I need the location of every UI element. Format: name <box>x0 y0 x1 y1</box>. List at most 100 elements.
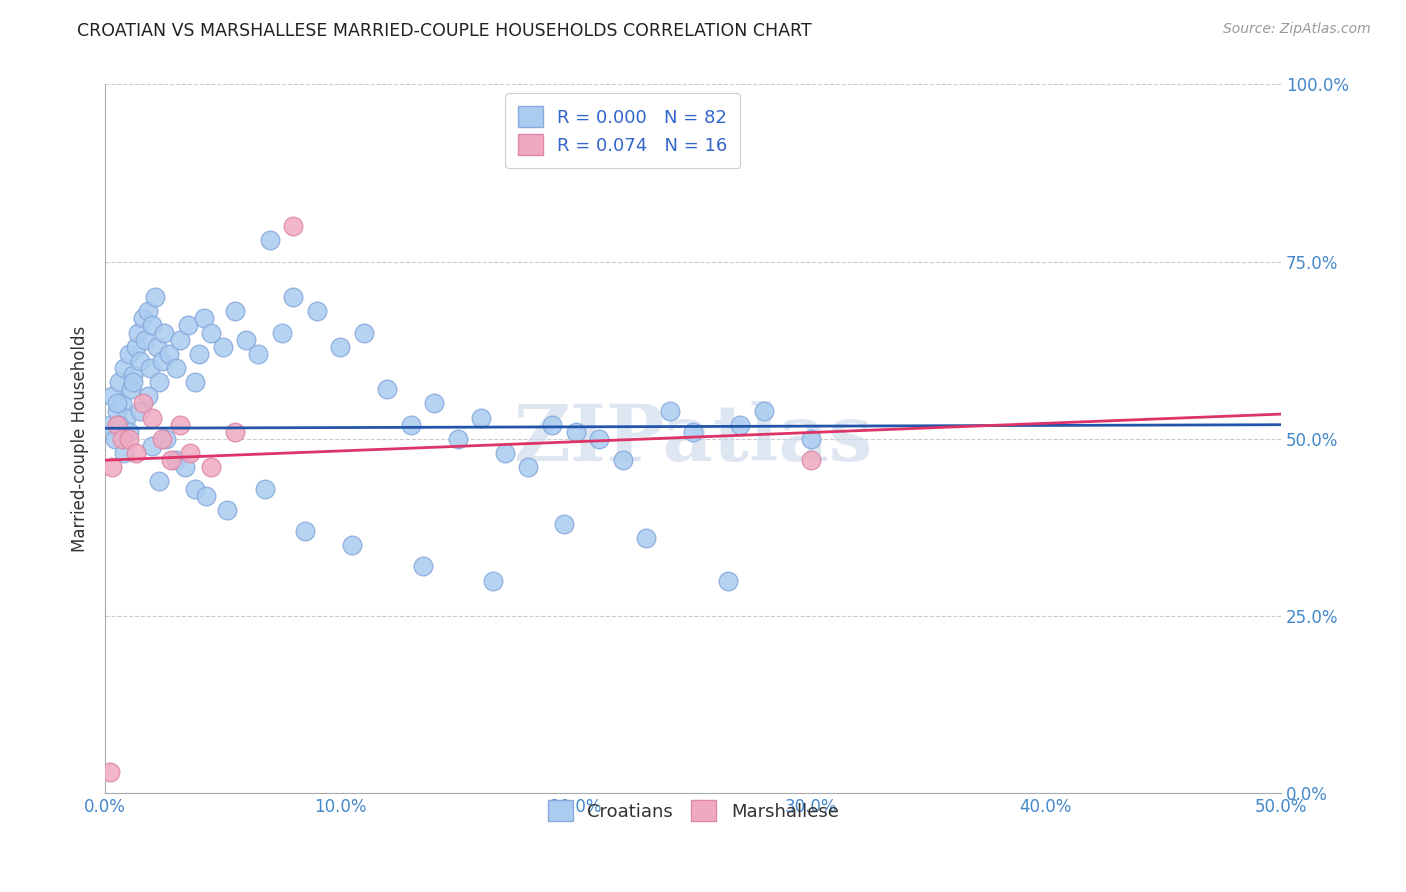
Point <box>101 460 124 475</box>
Point <box>118 432 141 446</box>
Point <box>141 439 163 453</box>
Point <box>412 559 434 574</box>
Point <box>112 446 135 460</box>
Point <box>224 304 246 318</box>
Point <box>157 347 180 361</box>
Point <box>141 410 163 425</box>
Point <box>165 361 187 376</box>
Point <box>105 417 128 432</box>
Point <box>132 396 155 410</box>
Point <box>340 538 363 552</box>
Point <box>470 410 492 425</box>
Point <box>169 333 191 347</box>
Point <box>399 417 422 432</box>
Point <box>134 333 156 347</box>
Point <box>377 382 399 396</box>
Point <box>125 446 148 460</box>
Point <box>183 375 205 389</box>
Point <box>125 340 148 354</box>
Point <box>217 503 239 517</box>
Point <box>494 446 516 460</box>
Point <box>283 219 305 234</box>
Point <box>160 453 183 467</box>
Point <box>658 403 681 417</box>
Point <box>122 368 145 383</box>
Point <box>612 453 634 467</box>
Text: ZIPatlas: ZIPatlas <box>513 401 873 477</box>
Point <box>136 304 159 318</box>
Point <box>129 403 152 417</box>
Point <box>101 389 124 403</box>
Point <box>118 347 141 361</box>
Point <box>98 417 121 432</box>
Point <box>283 290 305 304</box>
Point <box>155 432 177 446</box>
Point <box>148 475 170 489</box>
Point <box>150 432 173 446</box>
Point <box>188 347 211 361</box>
Point <box>541 417 564 432</box>
Point <box>254 482 277 496</box>
Point <box>118 425 141 439</box>
Point <box>195 489 218 503</box>
Point <box>564 425 586 439</box>
Point <box>752 403 775 417</box>
Point <box>105 403 128 417</box>
Point <box>148 375 170 389</box>
Point <box>193 311 215 326</box>
Point <box>165 453 187 467</box>
Point <box>224 425 246 439</box>
Point <box>423 396 446 410</box>
Point <box>183 482 205 496</box>
Point <box>270 326 292 340</box>
Point <box>447 432 470 446</box>
Point <box>136 389 159 403</box>
Point <box>200 326 222 340</box>
Point <box>122 375 145 389</box>
Point <box>120 382 142 396</box>
Point <box>139 361 162 376</box>
Point <box>105 396 128 410</box>
Point <box>169 417 191 432</box>
Point <box>111 432 134 446</box>
Point <box>634 531 657 545</box>
Point <box>682 425 704 439</box>
Point <box>235 333 257 347</box>
Point <box>111 396 134 410</box>
Point <box>108 375 131 389</box>
Point <box>98 765 121 780</box>
Point <box>112 361 135 376</box>
Point <box>143 290 166 304</box>
Point <box>247 347 270 361</box>
Point <box>717 574 740 588</box>
Point <box>553 516 575 531</box>
Point <box>211 340 233 354</box>
Point <box>800 453 823 467</box>
Point <box>115 410 138 425</box>
Point <box>353 326 375 340</box>
Point <box>259 234 281 248</box>
Text: Source: ZipAtlas.com: Source: ZipAtlas.com <box>1223 22 1371 37</box>
Point <box>150 354 173 368</box>
Point <box>108 417 131 432</box>
Point <box>294 524 316 538</box>
Point <box>127 326 149 340</box>
Point <box>329 340 352 354</box>
Point <box>305 304 328 318</box>
Point <box>176 318 198 333</box>
Point <box>129 354 152 368</box>
Point <box>800 432 823 446</box>
Point <box>146 340 169 354</box>
Text: CROATIAN VS MARSHALLESE MARRIED-COUPLE HOUSEHOLDS CORRELATION CHART: CROATIAN VS MARSHALLESE MARRIED-COUPLE H… <box>77 22 811 40</box>
Point <box>588 432 610 446</box>
Point <box>179 446 201 460</box>
Point <box>482 574 505 588</box>
Legend: Croatians, Marshallese: Croatians, Marshallese <box>534 788 851 834</box>
Point <box>104 432 127 446</box>
Point <box>132 311 155 326</box>
Point <box>728 417 751 432</box>
Point <box>174 460 197 475</box>
Point <box>517 460 540 475</box>
Point <box>200 460 222 475</box>
Point <box>153 326 176 340</box>
